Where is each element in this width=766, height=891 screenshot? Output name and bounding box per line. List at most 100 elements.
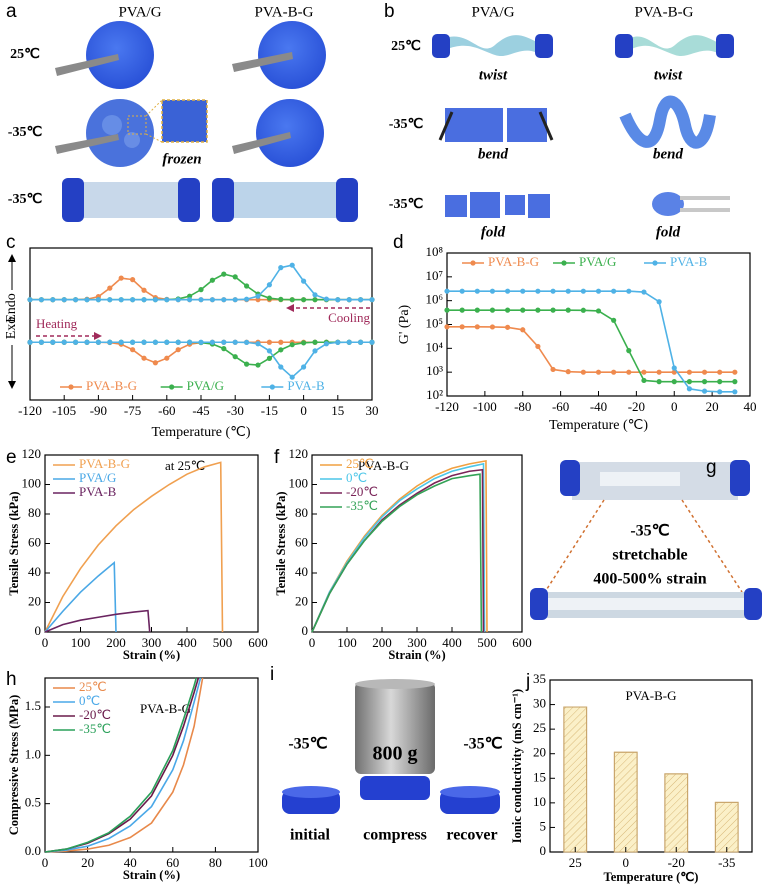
x-axis-label: Strain (%) [123,648,180,662]
y-tick-label: 5 [540,818,547,833]
series-marker [565,307,571,313]
annotation: frozen [162,151,201,167]
series-marker [444,307,450,313]
series-marker [459,307,465,313]
caption: compress [363,827,427,844]
series-marker [232,274,238,280]
series-marker [38,339,45,345]
x-tick-label: 300 [407,635,427,650]
series-marker [732,389,738,395]
legend-marker [470,260,476,266]
y-tick-label: 60 [295,534,308,549]
caption: stretchable [612,547,687,564]
x-tick-label: -75 [124,403,141,418]
panel-letter: d [393,232,404,253]
series-marker [266,348,272,354]
column-header: PVA/G [118,4,161,20]
bar-hatch [664,773,689,853]
y-tick-label: 10⁴ [425,339,443,354]
series-marker [221,271,227,277]
series-marker [244,296,250,302]
y-tick-label: 120 [289,446,309,461]
series-marker [50,339,56,345]
column-header: PVA-B-G [255,4,314,20]
series-marker [323,341,329,347]
caption: -35℃ [630,523,669,540]
series-marker [187,297,193,303]
series-marker [335,339,341,345]
series-marker [130,339,136,345]
y-tick-label: 1.0 [25,746,41,761]
x-axis-label: Temperature (℃) [549,418,648,433]
series-line [30,341,372,379]
series-marker [50,297,56,303]
series-marker [118,339,124,345]
annotation: Heating [36,316,78,331]
series-marker [346,297,352,303]
y-tick-label: 30 [533,696,546,711]
series-marker [717,389,723,395]
series-marker [641,369,647,375]
panel-g-photos [530,460,762,620]
series-marker [595,308,602,314]
bar-hatch [563,706,588,853]
x-tick-label: 200 [106,635,126,650]
caption: bend [478,146,509,162]
x-tick-label: 600 [512,635,532,650]
series-marker [717,369,723,375]
x-tick-label: 500 [213,635,233,650]
y-axis-label: Ionic conductivity (mS cm⁻¹) [510,689,524,843]
caption: twist [654,67,683,83]
x-axis-label: Strain (%) [388,648,445,662]
series-marker [244,283,250,289]
panel-letter: i [270,664,274,685]
series-marker [209,277,215,283]
series-marker [358,297,364,303]
x-tick-label: -30 [227,403,244,418]
column-header: PVA-B-G [635,4,694,20]
series-marker [369,339,375,345]
y-tick-label: 10³ [426,363,443,378]
series-marker [198,287,204,293]
x-tick-label: 25 [569,855,582,870]
series-marker [489,324,496,330]
series-marker [701,379,708,385]
x-tick-label: 20 [706,399,719,414]
x-tick-label: 0 [300,403,307,418]
series-marker [164,355,170,361]
series-line [44,677,202,853]
series-marker [671,379,677,385]
series-marker [187,339,193,345]
series-marker [61,339,67,345]
series-marker [118,297,124,303]
series-marker [474,324,480,330]
series-marker [611,369,617,375]
series-marker [289,374,295,380]
series-marker [244,361,250,367]
row-label: 25℃ [10,47,40,62]
series-line [44,677,204,853]
series-marker [717,379,723,385]
panel-a-photos [55,21,358,222]
legend-marker [269,384,275,390]
caption: twist [479,67,508,83]
series-marker [152,360,158,366]
annotation: Cooling [328,310,370,325]
series-marker [641,377,647,384]
series-line [44,461,224,633]
series-marker [301,297,307,303]
y-tick-label: 10² [426,387,443,402]
series-marker [550,307,556,313]
series-marker [580,307,586,313]
series-marker [535,288,541,294]
plot-frame [44,454,259,633]
column-header: PVA/G [471,4,514,20]
x-tick-label: 80 [209,855,222,870]
series-marker [732,369,738,375]
legend-label: PVA-B [670,254,708,269]
y-tick-label: 10⁶ [425,292,443,307]
series-marker [369,297,375,303]
series-marker [505,288,511,294]
series-marker [198,339,204,345]
